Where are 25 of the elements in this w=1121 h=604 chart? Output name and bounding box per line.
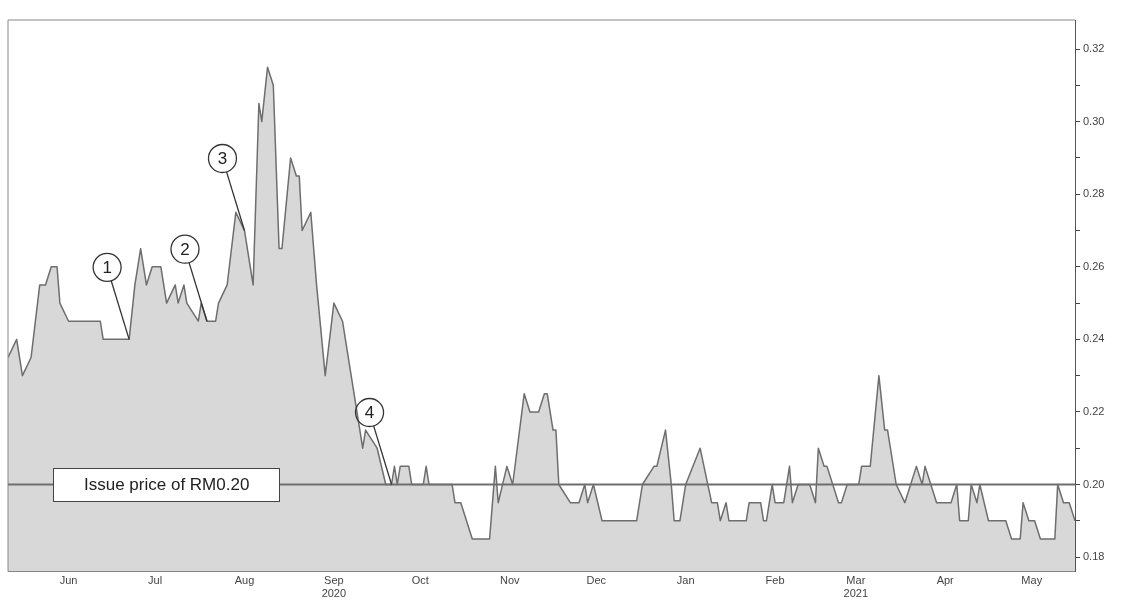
- x-tick-label: Apr: [936, 574, 955, 587]
- x-tick-label: Mar 2021: [843, 574, 869, 600]
- y-tick-label: 0.24: [1083, 332, 1105, 345]
- x-tick-label: Jan: [676, 574, 695, 587]
- y-tick-label: 0.22: [1083, 404, 1105, 417]
- x-tick-label: Jul: [148, 574, 163, 587]
- y-tick-label: 0.18: [1083, 550, 1105, 563]
- y-tick-label: 0.20: [1083, 477, 1105, 490]
- x-tick-label: Feb: [765, 574, 785, 587]
- x-tick-label: Oct: [411, 574, 429, 587]
- x-tick-label: Nov: [500, 574, 521, 587]
- annotation: 2: [180, 239, 190, 259]
- x-tick-label: Jun: [59, 574, 78, 587]
- annotation: 4: [364, 403, 375, 423]
- x-tick-label: Sep 2020: [321, 574, 347, 600]
- x-tick-label: Dec: [586, 574, 607, 587]
- y-tick-label: 0.26: [1083, 259, 1105, 272]
- y-tick-label: 0.28: [1083, 187, 1105, 200]
- annotation: 1: [102, 258, 112, 278]
- y-tick-label: 0.30: [1083, 114, 1105, 127]
- x-tick-label: May: [1021, 574, 1043, 587]
- y-tick-label: 0.32: [1083, 42, 1105, 55]
- annotation: 3: [217, 149, 228, 169]
- x-tick-label: Aug: [234, 574, 255, 587]
- callout-box: Issue price of RM0.20: [53, 467, 281, 502]
